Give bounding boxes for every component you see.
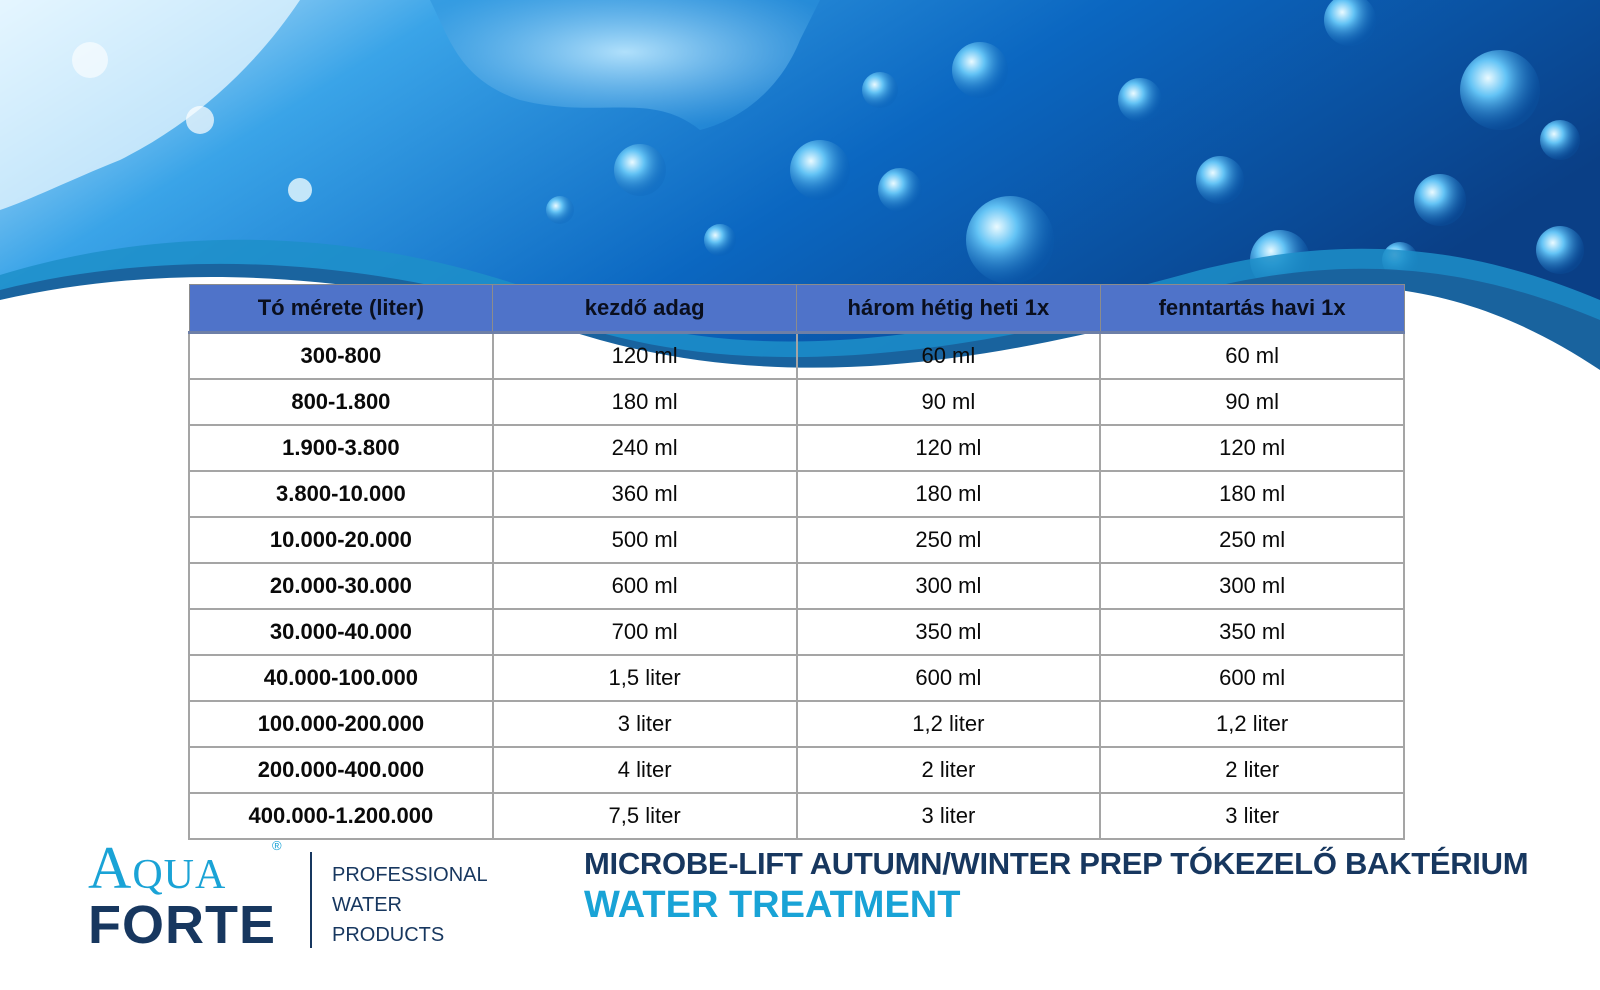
pond-size-cell: 300-800: [188, 331, 494, 380]
dose-cell: 3 liter: [491, 700, 798, 748]
dose-cell: 300 ml: [1099, 562, 1405, 610]
table-row: 300-800 120 ml 60 ml 60 ml: [188, 331, 1405, 380]
column-header: három hétig heti 1x: [796, 284, 1101, 334]
dose-cell: 7,5 liter: [491, 792, 798, 840]
logo-forte-word: FORTE: [88, 895, 276, 955]
dose-cell: 600 ml: [491, 562, 798, 610]
dose-cell: 700 ml: [491, 608, 798, 656]
dose-cell: 600 ml: [1099, 654, 1405, 702]
dose-cell: 250 ml: [795, 516, 1102, 564]
dose-cell: 120 ml: [491, 331, 798, 380]
dose-cell: 180 ml: [1099, 470, 1405, 518]
logo-divider: [310, 852, 312, 948]
table-row: 100.000-200.000 3 liter 1,2 liter 1,2 liter: [188, 700, 1405, 748]
table-row: 10.000-20.000 500 ml 250 ml 250 ml: [188, 516, 1405, 564]
pond-size-cell: 200.000-400.000: [188, 746, 494, 794]
dose-cell: 60 ml: [795, 331, 1102, 380]
pond-size-cell: 400.000-1.200.000: [188, 792, 494, 840]
dose-cell: 1,2 liter: [795, 700, 1102, 748]
tagline-line: WATER: [332, 894, 402, 916]
dose-cell: 3 liter: [795, 792, 1102, 840]
pond-size-cell: 10.000-20.000: [188, 516, 494, 564]
pond-size-cell: 100.000-200.000: [188, 700, 494, 748]
dose-cell: 240 ml: [491, 424, 798, 472]
dose-cell: 300 ml: [795, 562, 1102, 610]
tagline-line: PRODUCTS: [332, 924, 445, 946]
table-row: 40.000-100.000 1,5 liter 600 ml 600 ml: [188, 654, 1405, 702]
dose-cell: 60 ml: [1099, 331, 1405, 380]
table-row: 20.000-30.000 600 ml 300 ml 300 ml: [188, 562, 1405, 610]
dose-cell: 120 ml: [795, 424, 1102, 472]
dose-cell: 1,2 liter: [1099, 700, 1405, 748]
pond-size-cell: 3.800-10.000: [188, 470, 494, 518]
dose-cell: 120 ml: [1099, 424, 1405, 472]
aquaforte-logo: Aqua ® FORTE PROFESSIONAL WATER PRODUCTS: [88, 835, 488, 958]
product-subtitle: WATER TREATMENT: [584, 884, 961, 926]
registered-mark: ®: [272, 838, 282, 853]
dose-cell: 4 liter: [491, 746, 798, 794]
dose-cell: 1,5 liter: [491, 654, 798, 702]
dose-cell: 90 ml: [795, 378, 1102, 426]
logo-aqua-word: Aqua: [88, 835, 227, 901]
pond-size-cell: 30.000-40.000: [188, 608, 494, 656]
pond-size-cell: 800-1.800: [188, 378, 494, 426]
dose-cell: 2 liter: [795, 746, 1102, 794]
column-header: fenntartás havi 1x: [1099, 284, 1405, 334]
product-title: MICROBE-LIFT AUTUMN/WINTER PREP TÓKEZELŐ…: [584, 846, 1529, 881]
table-row: 30.000-40.000 700 ml 350 ml 350 ml: [188, 608, 1405, 656]
table-row: 400.000-1.200.000 7,5 liter 3 liter 3 liter: [188, 792, 1405, 840]
dose-cell: 180 ml: [795, 470, 1102, 518]
dose-cell: 350 ml: [795, 608, 1102, 656]
table-body: 300-800 120 ml 60 ml 60 ml 800-1.800 180 ml 90…: [188, 331, 1405, 840]
column-header: Tó mérete (liter): [188, 284, 494, 334]
logo-tagline: PROFESSIONAL WATER PRODUCTS: [332, 860, 488, 950]
dose-cell: 90 ml: [1099, 378, 1405, 426]
dose-cell: 3 liter: [1099, 792, 1405, 840]
pond-size-cell: 20.000-30.000: [188, 562, 494, 610]
pond-size-cell: 1.900-3.800: [188, 424, 494, 472]
tagline-line: PROFESSIONAL: [332, 864, 488, 886]
dose-cell: 2 liter: [1099, 746, 1405, 794]
dose-cell: 250 ml: [1099, 516, 1405, 564]
dose-cell: 350 ml: [1099, 608, 1405, 656]
dosage-table: Tó mérete (liter) kezdő adag három hétig h…: [188, 284, 1405, 840]
table-row: 200.000-400.000 4 liter 2 liter 2 liter: [188, 746, 1405, 794]
table-header-row: Tó mérete (liter) kezdő adag három hétig h…: [188, 284, 1405, 334]
dose-cell: 180 ml: [491, 378, 798, 426]
table-row: 1.900-3.800 240 ml 120 ml 120 ml: [188, 424, 1405, 472]
dose-cell: 600 ml: [795, 654, 1102, 702]
dose-cell: 360 ml: [491, 470, 798, 518]
table-row: 800-1.800 180 ml 90 ml 90 ml: [188, 378, 1405, 426]
dose-cell: 500 ml: [491, 516, 798, 564]
pond-size-cell: 40.000-100.000: [188, 654, 494, 702]
table-row: 3.800-10.000 360 ml 180 ml 180 ml: [188, 470, 1405, 518]
column-header: kezdő adag: [492, 284, 797, 334]
